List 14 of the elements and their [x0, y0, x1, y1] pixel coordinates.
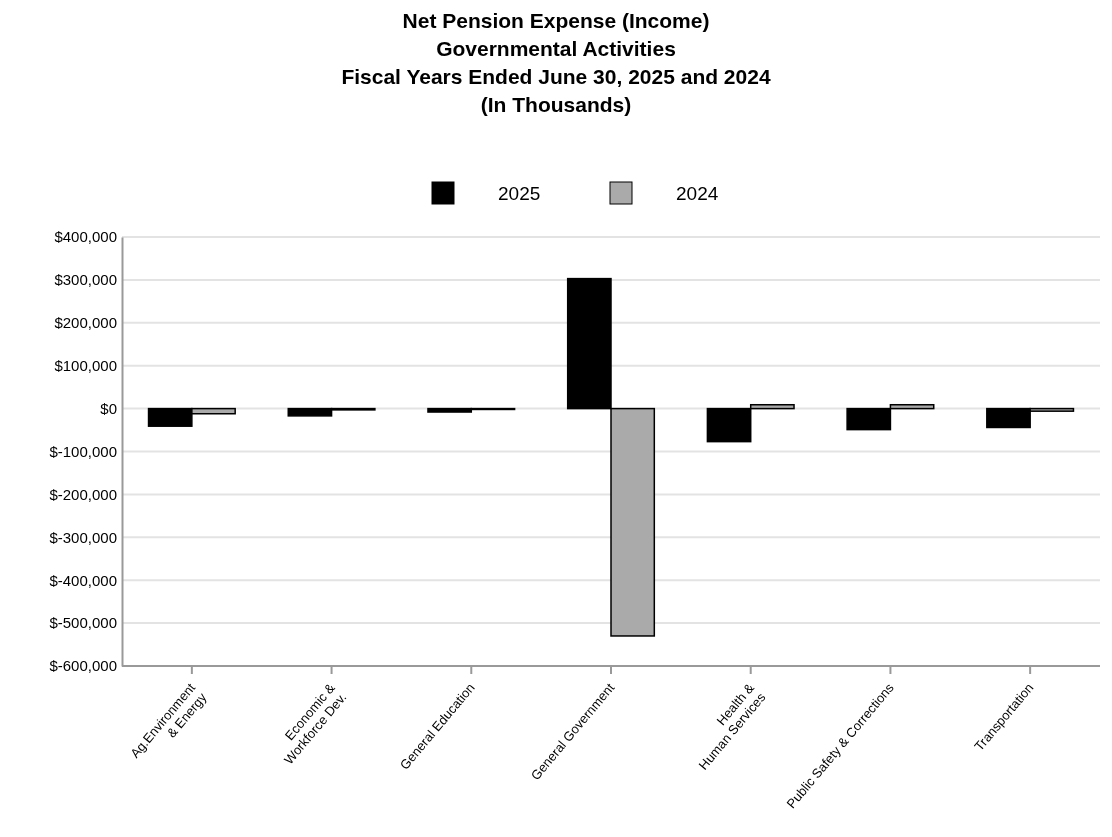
- y-tick-label: $300,000: [54, 271, 117, 289]
- y-tick-label: $-500,000: [49, 614, 117, 632]
- y-tick-label: $-300,000: [49, 528, 117, 546]
- y-tick-label: $-600,000: [49, 657, 117, 675]
- y-tick-label: $100,000: [54, 357, 117, 374]
- y-tick-label: $-400,000: [49, 571, 117, 589]
- legend-label: 2025: [498, 183, 541, 204]
- legend-label: 2024: [676, 183, 719, 204]
- y-tick-label: $0: [100, 399, 117, 417]
- y-tick-label: $400,000: [54, 228, 117, 246]
- y-tick-label: $-100,000: [49, 442, 117, 460]
- chart-title: Net Pension Expense (Income) Governmental Activities Fiscal Years Ended June 30, 2025 and 2024 (In Thousands): [341, 9, 771, 116]
- y-tick-label: $200,000: [54, 314, 117, 332]
- y-tick-label: $-200,000: [49, 485, 117, 503]
